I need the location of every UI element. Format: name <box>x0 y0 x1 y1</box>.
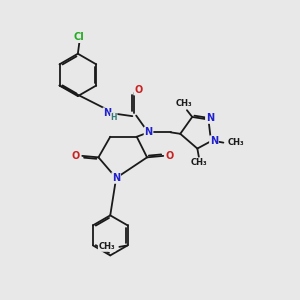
Text: N: N <box>103 108 111 118</box>
Text: O: O <box>166 151 174 161</box>
Text: CH₃: CH₃ <box>176 99 192 108</box>
Text: N: N <box>145 127 153 137</box>
Text: CH₃: CH₃ <box>228 138 244 147</box>
Text: N: N <box>112 173 120 183</box>
Text: H: H <box>110 112 117 122</box>
Text: N: N <box>206 113 214 123</box>
Text: CH₃: CH₃ <box>98 242 115 251</box>
Text: O: O <box>72 151 80 161</box>
Text: CH₃: CH₃ <box>190 158 207 167</box>
Text: N: N <box>210 136 218 146</box>
Text: O: O <box>134 85 142 94</box>
Text: Cl: Cl <box>74 32 85 42</box>
